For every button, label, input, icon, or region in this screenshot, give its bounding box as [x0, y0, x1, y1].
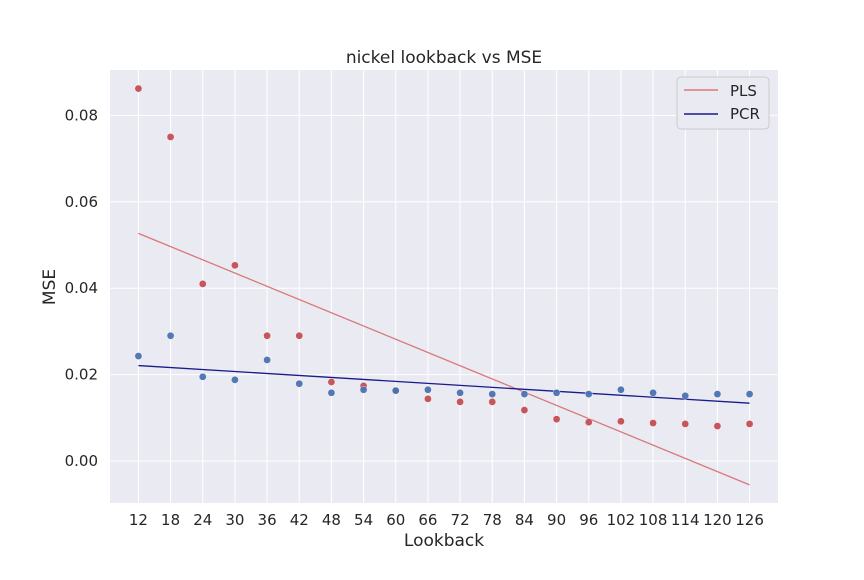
x-tick-label: 90: [547, 511, 566, 529]
data-point-pls: [681, 420, 690, 428]
data-point-pcr: [295, 379, 304, 388]
data-point-pls: [231, 261, 239, 270]
data-point-pls: [713, 422, 722, 430]
data-point-pls: [295, 331, 304, 340]
plot-area: [110, 70, 778, 503]
trend-line-pcr: [138, 364, 750, 404]
y-tick-label: 0.04: [65, 279, 98, 297]
data-point-pls: [552, 415, 561, 423]
x-tick-label: 30: [225, 511, 244, 529]
x-tick-label: 48: [322, 511, 341, 529]
x-axis-label: Lookback: [404, 531, 484, 551]
data-point-pls: [166, 133, 175, 141]
data-point-pls: [584, 418, 593, 426]
x-tick-label: 72: [451, 511, 470, 529]
data-point-pcr: [745, 390, 754, 398]
data-point-pcr: [166, 331, 175, 340]
x-tick-label: 24: [193, 511, 212, 529]
x-tick-label: 18: [161, 511, 180, 529]
x-tick-label: 42: [290, 511, 309, 529]
x-tick-label: 108: [639, 511, 668, 529]
y-tick-labels: 0.00 0.02 0.04 0.06 0.08: [65, 106, 98, 470]
x-tick-label: 78: [483, 511, 502, 529]
data-point-pcr: [552, 389, 561, 397]
data-point-pls: [424, 395, 432, 403]
data-point-pcr: [649, 389, 657, 397]
x-tick-label: 36: [258, 511, 277, 529]
data-point-pls: [617, 417, 625, 426]
chart-title: nickel lookback vs MSE: [346, 48, 542, 68]
data-point-pls: [488, 398, 497, 406]
data-point-pcr: [198, 373, 207, 381]
data-point-pcr: [713, 390, 722, 398]
data-point-pls: [263, 331, 271, 340]
y-tick-label: 0.02: [65, 366, 98, 384]
x-tick-label: 84: [515, 511, 534, 529]
data-point-pls: [456, 398, 464, 406]
x-tick-label: 102: [607, 511, 636, 529]
trend-lines: [138, 232, 750, 486]
x-tick-labels: 12 18 24 30 36 42 48 54 60 66 72 78 84 90 96 102 108 114 1…: [129, 511, 764, 529]
x-tick-label: 120: [703, 511, 732, 529]
data-point-pls: [520, 406, 529, 414]
data-point-pcr: [327, 389, 336, 397]
data-points: [134, 84, 754, 430]
trend-line-pls: [138, 232, 750, 486]
data-point-pcr: [134, 352, 143, 360]
data-point-pcr: [488, 390, 497, 398]
x-tick-label: 12: [129, 511, 148, 529]
data-point-pcr: [391, 386, 400, 395]
data-point-pcr: [617, 385, 625, 394]
data-point-pls: [745, 420, 754, 428]
x-tick-label: 54: [354, 511, 373, 529]
data-point-pls: [198, 280, 207, 288]
x-tick-label: 114: [671, 511, 700, 529]
x-tick-label: 60: [386, 511, 405, 529]
grid-lines: [110, 70, 778, 503]
legend: PLS PCR: [676, 76, 770, 130]
data-point-pcr: [359, 385, 368, 394]
data-point-pcr: [584, 390, 593, 398]
data-point-pcr: [520, 390, 529, 398]
data-point-pcr: [681, 392, 690, 400]
y-axis-label: MSE: [40, 269, 60, 305]
y-tick-label: 0.06: [65, 193, 98, 211]
data-point-pls: [327, 378, 336, 386]
data-point-pcr: [263, 356, 271, 364]
legend-label-pls: PLS: [730, 82, 757, 100]
data-point-pcr: [424, 385, 432, 394]
data-point-pls: [649, 419, 657, 427]
x-tick-label: 96: [579, 511, 598, 529]
data-point-pls: [134, 84, 143, 93]
x-tick-label: 126: [735, 511, 764, 529]
data-point-pcr: [231, 376, 239, 384]
legend-label-pcr: PCR: [730, 105, 760, 123]
x-tick-label: 66: [418, 511, 437, 529]
y-tick-label: 0.00: [65, 452, 98, 470]
y-tick-label: 0.08: [65, 106, 98, 124]
data-point-pcr: [456, 389, 464, 397]
